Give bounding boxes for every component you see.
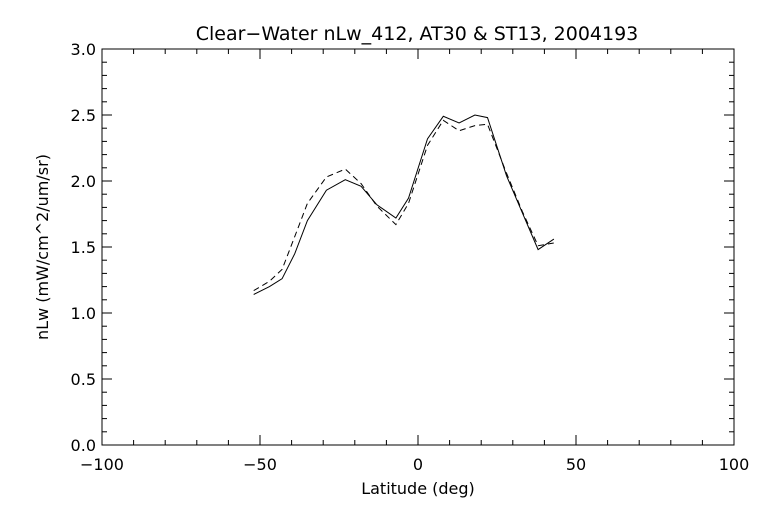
x-tick-label: 100	[719, 455, 750, 474]
x-tick-label: −100	[80, 455, 124, 474]
x-axis-label: Latitude (deg)	[361, 479, 475, 498]
y-tick-label: 1.5	[71, 238, 96, 257]
y-tick-label: 3.0	[71, 40, 96, 59]
y-tick-label: 1.0	[71, 304, 96, 323]
y-tick-label: 2.5	[71, 106, 96, 125]
y-axis-label: nLw (mW/cm^2/um/sr)	[33, 154, 52, 340]
plot-frame	[101, 48, 735, 446]
y-tick-label: 2.0	[71, 172, 96, 191]
y-tick-label: 0.0	[71, 436, 96, 455]
axis-ticks: −100 −50 0 50 100 0.0 0.5 1.0 1.5 2.0 2.5 3.0	[71, 40, 750, 474]
x-tick-label: −50	[243, 455, 277, 474]
y-tick-label: 0.5	[71, 370, 96, 389]
series-line-dashed	[253, 119, 554, 292]
x-tick-label: 50	[566, 455, 586, 474]
x-tick-label: 0	[413, 455, 423, 474]
data-lines	[253, 114, 555, 295]
series-line-solid	[253, 114, 555, 295]
chart-title: Clear−Water nLw_412, AT30 & ST13, 200419…	[196, 23, 639, 45]
